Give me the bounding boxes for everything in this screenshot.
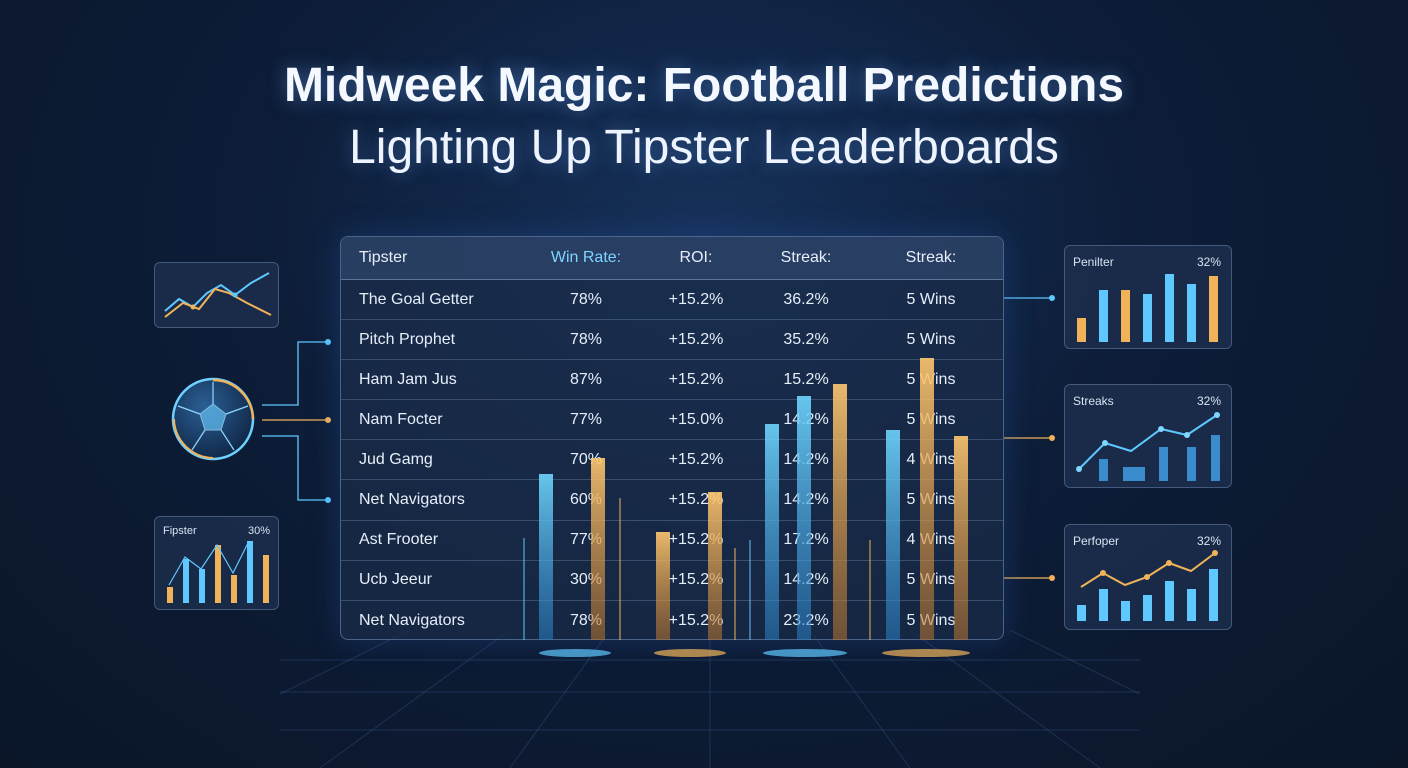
- tipster-name: Nam Focter: [359, 410, 443, 428]
- streak-cell: 36.2%: [783, 290, 829, 308]
- win-rate-cell: 70%: [569, 450, 603, 468]
- roi-cell: +15.2%: [668, 330, 724, 348]
- streak-cell: 17.2%: [783, 531, 829, 549]
- header-roi: ROI:: [679, 249, 713, 266]
- table-row: Ast Frooter 77% +15.2% 17.2% 4 Wins: [341, 521, 1003, 561]
- win-rate-cell: 77%: [569, 531, 603, 549]
- roi-cell: +15.0%: [668, 410, 724, 428]
- wins-cell: 5 Wins: [906, 330, 956, 348]
- perfoper-stats-panel: Perfoper 32%: [1064, 524, 1232, 630]
- win-rate-cell: 87%: [569, 370, 603, 388]
- win-rate-cell: 78%: [569, 611, 603, 629]
- leaderboard-table: Tipster Win Rate: ROI: Streak: Streak: T…: [340, 236, 1004, 640]
- streaks-stats-panel: Streaks 32%: [1064, 384, 1232, 488]
- table-row: Ucb Jeeur 30% +15.2% 14.2% 5 Wins: [341, 561, 1003, 601]
- win-rate-cell: 78%: [569, 330, 603, 348]
- header-win-rate: Win Rate:: [550, 249, 622, 266]
- streak-cell: 14.2%: [783, 491, 829, 508]
- wins-cell: 5 Wins: [906, 491, 956, 508]
- win-rate-cell: 77%: [569, 410, 603, 428]
- panel-value: 32%: [1196, 534, 1221, 548]
- panel-label: Perfoper: [1073, 534, 1120, 548]
- panel-label: Penilter: [1073, 255, 1114, 269]
- fipster-stats-panel: Fipster 30%: [154, 516, 279, 610]
- roi-cell: +15.2%: [668, 611, 724, 629]
- mini-line-chart: [164, 272, 272, 318]
- roi-cell: +15.2%: [668, 491, 724, 508]
- table-row: Ham Jam Jus 87% +15.2% 15.2% 5 Wins: [341, 360, 1003, 401]
- wins-cell: 5 Wins: [906, 290, 956, 308]
- streak-cell: 14.2%: [783, 571, 829, 589]
- streak-cell: 35.2%: [783, 330, 829, 348]
- soccer-ball-icon: [171, 377, 255, 461]
- roi-cell: +15.2%: [668, 571, 724, 589]
- table-header-row: Tipster Win Rate: ROI: Streak: Streak:: [341, 237, 1003, 280]
- wins-cell: 5 Wins: [906, 370, 956, 388]
- table-row: Jud Gamg 70% +15.2% 14.2% 4 Wins: [341, 440, 1003, 481]
- tipster-name: Jud Gamg: [359, 450, 433, 468]
- table-row: Net Navigators 60% +15.2% 14.2% 5 Wins: [341, 481, 1003, 521]
- roi-cell: +15.2%: [668, 370, 724, 388]
- table-row: Pitch Prophet 78% +15.2% 35.2% 5 Wins: [341, 320, 1003, 361]
- tipster-name: Ucb Jeeur: [359, 571, 432, 589]
- table-row: Net Navigators 78% +15.2% 23.2% 5 Wins: [341, 601, 1003, 639]
- headline-line-1: Midweek Magic: Football Predictions: [283, 59, 1125, 112]
- win-rate-cell: 78%: [569, 290, 603, 308]
- tipster-name: Pitch Prophet: [359, 330, 456, 348]
- header-tipster: Tipster: [359, 249, 408, 266]
- tipster-name: Net Navigators: [359, 611, 465, 629]
- penilter-stats-panel: Penilter 32%: [1064, 245, 1232, 349]
- header-streak-1: Streak:: [780, 249, 832, 266]
- tipster-name: Net Navigators: [359, 491, 465, 508]
- mini-line-chart-panel: [154, 262, 279, 328]
- win-rate-cell: 60%: [569, 491, 603, 508]
- panel-label: Fipster: [163, 525, 197, 537]
- roi-cell: +15.2%: [668, 290, 724, 308]
- table-row: Nam Focter 77% +15.0% 14.2% 5 Wins: [341, 400, 1003, 441]
- roi-cell: +15.2%: [668, 531, 724, 549]
- table-row: The Goal Getter 78% +15.2% 36.2% 5 Wins: [341, 280, 1003, 320]
- tipster-name: Ham Jam Jus: [359, 370, 457, 388]
- panel-value: 32%: [1196, 255, 1221, 269]
- wins-cell: 5 Wins: [906, 571, 956, 589]
- penilter-bar-chart: [1077, 274, 1218, 342]
- panel-value: 30%: [247, 525, 270, 537]
- wins-cell: 5 Wins: [906, 611, 956, 629]
- streak-cell: 15.2%: [783, 370, 829, 388]
- wins-cell: 4 Wins: [906, 450, 956, 468]
- wins-cell: 5 Wins: [906, 410, 956, 428]
- fipster-bar-chart: [167, 540, 269, 603]
- streak-cell: 14.2%: [783, 450, 829, 468]
- perfoper-chart: [1077, 550, 1218, 621]
- panel-label: Streaks: [1073, 394, 1114, 408]
- streak-cell: 14.2%: [783, 410, 829, 428]
- tipster-name: The Goal Getter: [359, 290, 474, 308]
- header-streak-2: Streak:: [905, 249, 957, 266]
- headline-line-2: Lighting Up Tipster Leaderboards: [349, 121, 1059, 174]
- streak-cell: 23.2%: [783, 611, 829, 629]
- streaks-chart: [1076, 412, 1220, 481]
- win-rate-cell: 30%: [569, 571, 603, 589]
- tipster-name: Ast Frooter: [359, 531, 439, 549]
- wins-cell: 4 Wins: [906, 531, 956, 549]
- roi-cell: +15.2%: [668, 450, 724, 468]
- panel-value: 32%: [1196, 394, 1221, 408]
